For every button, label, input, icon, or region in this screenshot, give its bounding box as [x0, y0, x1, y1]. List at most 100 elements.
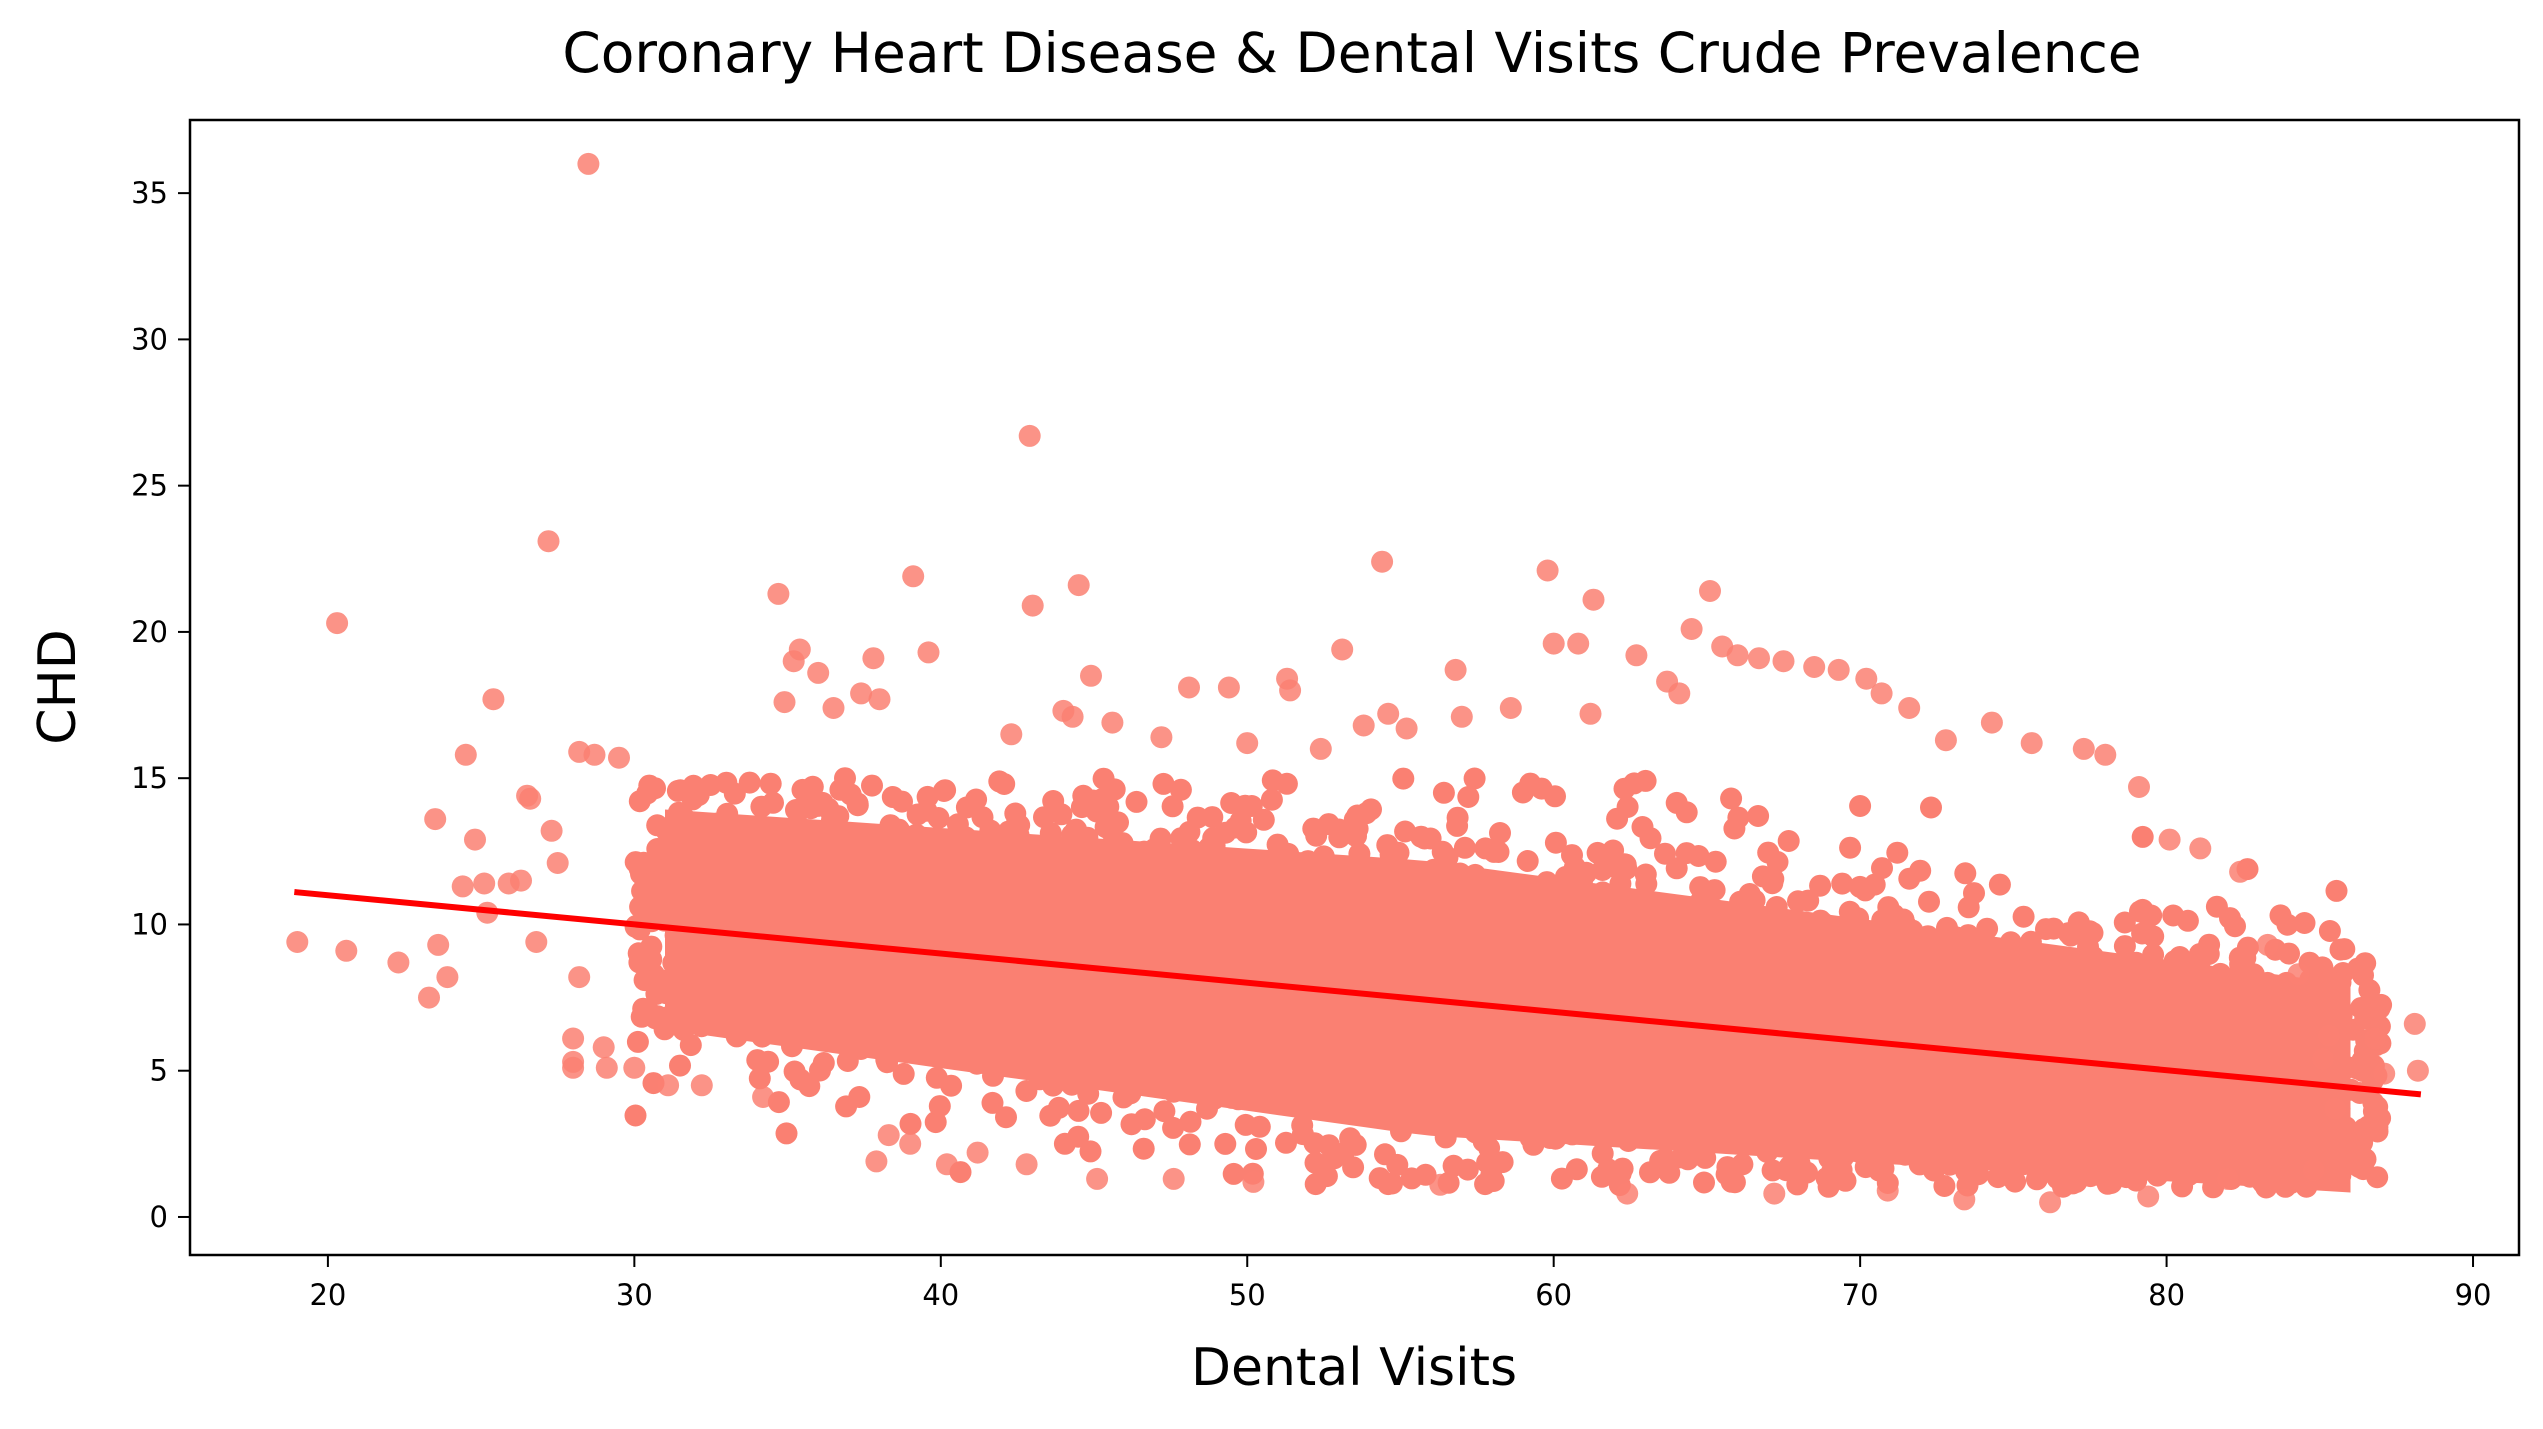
data-point	[868, 688, 891, 711]
data-point	[1053, 1132, 1076, 1155]
data-point	[1090, 1101, 1113, 1124]
data-point	[915, 799, 938, 822]
data-point	[1748, 647, 1770, 670]
data-point	[1018, 424, 1041, 447]
data-point	[1625, 644, 1648, 667]
data-point	[1395, 717, 1418, 740]
y-axis-label: CHD	[28, 629, 88, 744]
data-point	[1567, 632, 1590, 655]
data-point	[993, 773, 1016, 795]
data-point	[865, 1150, 888, 1173]
data-point	[454, 743, 477, 766]
data-point	[807, 661, 830, 684]
data-point	[1222, 1162, 1245, 1185]
data-point	[657, 1074, 680, 1097]
data-point	[546, 852, 569, 874]
data-point	[626, 1030, 649, 1053]
data-point	[1980, 711, 2003, 734]
data-point	[1178, 1133, 1201, 1156]
data-point	[2318, 1024, 2340, 1047]
data-point	[995, 1106, 1017, 1129]
data-point	[1086, 794, 1109, 817]
data-point	[1261, 769, 1284, 792]
data-point	[2113, 911, 2136, 934]
data-point	[1635, 872, 1658, 895]
data-point	[1870, 682, 1893, 705]
data-point	[690, 1074, 713, 1097]
dense-point-cloud	[624, 767, 2393, 1199]
y-tick-label: 30	[131, 322, 168, 356]
data-point	[2348, 1156, 2371, 1178]
data-point	[2131, 825, 2154, 848]
data-point	[1457, 786, 1480, 808]
data-point	[1179, 1110, 1202, 1133]
data-point	[1591, 1142, 1614, 1165]
x-tick-label: 50	[1229, 1278, 1266, 1312]
data-point	[1761, 872, 1784, 895]
data-point	[1392, 767, 1415, 790]
data-point	[955, 796, 978, 819]
data-point	[1766, 851, 1789, 873]
data-point	[848, 1086, 871, 1108]
data-point	[2012, 905, 2035, 928]
data-point	[966, 1141, 989, 1164]
data-point	[899, 1132, 922, 1155]
data-point	[1371, 550, 1394, 573]
data-point	[624, 851, 647, 874]
data-point	[1413, 827, 1436, 850]
data-point	[2318, 920, 2341, 942]
data-point	[1015, 1080, 1038, 1102]
data-point	[2287, 963, 2310, 986]
data-point	[1476, 1151, 1499, 1174]
data-point	[1778, 1155, 1801, 1178]
data-point	[791, 778, 814, 801]
y-tick-label: 35	[131, 176, 168, 210]
data-point	[2278, 942, 2300, 965]
data-point	[1886, 841, 1909, 864]
data-point	[862, 647, 885, 670]
data-point	[2333, 938, 2356, 961]
data-point	[1039, 1104, 1062, 1127]
data-point	[387, 951, 410, 974]
data-point	[788, 638, 811, 661]
data-point	[1429, 1173, 1452, 1196]
data-point	[1169, 778, 1192, 801]
data-point	[1125, 790, 1148, 813]
data-point	[1368, 1167, 1391, 1190]
data-point	[1242, 1170, 1265, 1193]
data-point	[1120, 1113, 1143, 1136]
data-point	[2128, 776, 2150, 798]
data-point	[2137, 1185, 2160, 1208]
y-tick-label: 15	[131, 761, 168, 795]
data-point	[608, 746, 630, 769]
data-point	[899, 1112, 922, 1135]
data-point	[1444, 658, 1467, 681]
data-point	[1933, 1175, 1956, 1197]
data-point	[646, 838, 669, 860]
data-point	[723, 782, 746, 805]
chart-title: Coronary Heart Disease & Dental Visits C…	[562, 21, 2141, 85]
data-point	[623, 1056, 646, 1079]
data-point	[1279, 679, 1302, 702]
regression-line	[294, 889, 2422, 1098]
data-point	[1376, 834, 1399, 857]
data-point	[1631, 816, 1654, 838]
data-point	[1374, 1143, 1396, 1166]
data-point	[1609, 1162, 1632, 1185]
data-point	[2224, 915, 2246, 938]
data-point	[2229, 860, 2252, 883]
data-point	[1463, 767, 1486, 790]
data-point	[1162, 1116, 1185, 1139]
data-point	[2094, 743, 2117, 766]
data-point	[2020, 732, 2043, 755]
data-point	[1654, 1148, 1677, 1171]
data-point	[2311, 1048, 2334, 1070]
data-point	[537, 530, 560, 553]
data-point	[540, 819, 563, 842]
data-point	[1432, 781, 1455, 804]
data-point	[1400, 1167, 1423, 1190]
x-tick-label: 80	[2148, 1278, 2185, 1312]
data-point	[1796, 1161, 1818, 1184]
data-point	[1067, 1099, 1090, 1122]
